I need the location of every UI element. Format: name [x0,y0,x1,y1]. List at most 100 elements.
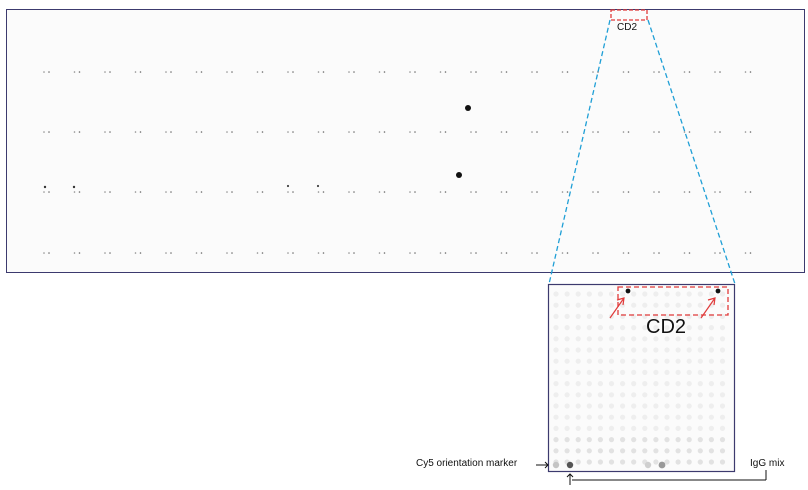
zoom-spot [553,302,559,308]
overview-spot [627,191,630,193]
overview-spot [73,71,76,73]
zoom-spot [642,325,648,331]
overview-spot [688,191,691,193]
zoom-spot [608,425,615,431]
zoom-spot [620,302,626,308]
zoom-spot [553,358,559,364]
zoom-spot [564,313,570,319]
overview-spot [409,71,411,73]
overview-spot [658,131,660,133]
zoom-spot [631,336,637,342]
zoom-spot [564,325,570,331]
zoom-spot [608,358,615,364]
overview-spot [378,131,381,133]
zoom-spot [631,358,637,364]
zoom-spot [686,392,692,398]
zoom-spot [719,425,726,431]
overview-spot [261,252,264,254]
zoom-spot [631,302,637,308]
overview-spot [287,191,289,193]
zoom-spot [575,448,581,454]
zoom-spot [631,369,637,375]
zoom-spot [686,414,692,420]
overview-spot [378,252,381,254]
zoom-spot [553,381,559,387]
overview-spot [73,191,76,193]
overview-spot [719,71,721,73]
overview-spot [139,71,142,73]
zoom-spot [686,403,692,409]
overview-spot [683,191,686,193]
zoom-spot [575,403,581,409]
cy5-marker-arrow [536,461,549,469]
zoom-spot [642,392,648,398]
overview-spot [536,191,538,193]
zoom-spot [686,437,692,443]
igg-mix-label: IgG mix [750,458,785,469]
zoom-spot [664,459,670,465]
zoom-spot [664,347,670,353]
overview-spot [414,71,416,73]
overview-spot [592,131,594,133]
zoom-spot [597,313,604,319]
zoom-spot [620,369,626,375]
zoom-spot [697,437,703,443]
zoom-panel-frame [547,283,736,473]
zoom-spot [686,358,692,364]
zoom-spot [608,437,615,443]
overview-spot [500,131,503,133]
zoom-spot [586,403,592,409]
zoom-spot [675,448,681,454]
zoom-spot [719,358,726,364]
overview-spot [292,252,294,254]
overview-spot [566,131,569,133]
overview-spot [322,71,325,73]
zoom-spot [642,358,648,364]
overview-spot [749,252,752,254]
overview-spot [597,191,599,193]
zoom-spot [664,448,670,454]
overview-spot [200,131,203,133]
overview-spot [683,252,686,254]
zoom-spot [675,325,681,331]
zoom-spot [664,358,670,364]
zoom-spot [642,448,648,454]
overview-spot [261,191,264,193]
zoom-spot [675,347,681,353]
zoom-spot [586,313,592,319]
overview-spot [653,191,655,193]
overview-spot [226,71,228,73]
zoom-spot [608,369,615,375]
overview-spot [383,191,386,193]
zoom-spot [608,459,615,465]
overview-spot [139,191,142,193]
zoom-spot [553,291,559,297]
zoom-spot [586,358,592,364]
overview-spot [531,131,533,133]
overview-spot [231,191,233,193]
zoom-spot [653,459,659,465]
zoom-spot [708,392,715,398]
overview-spot [444,71,447,73]
zoom-spot [575,381,581,387]
overview-spot [165,191,167,193]
overview-spot [353,71,355,73]
zoom-spot [586,369,592,375]
zoom-spot [620,291,626,297]
zoom-spot [686,425,692,431]
zoom-spot [586,437,592,443]
overview-spot [286,184,290,188]
overview-spot [383,252,386,254]
overview-spot [322,252,325,254]
zoom-spot [575,347,581,353]
zoom-spot [575,336,581,342]
zoom-spot [653,291,659,297]
zoom-spot [620,403,626,409]
zoom-spot [553,425,559,431]
zoom-spot [620,437,626,443]
zoom-spot [631,437,637,443]
overview-spot [749,131,752,133]
zoom-line-left [548,19,611,285]
overview-spot [414,191,416,193]
